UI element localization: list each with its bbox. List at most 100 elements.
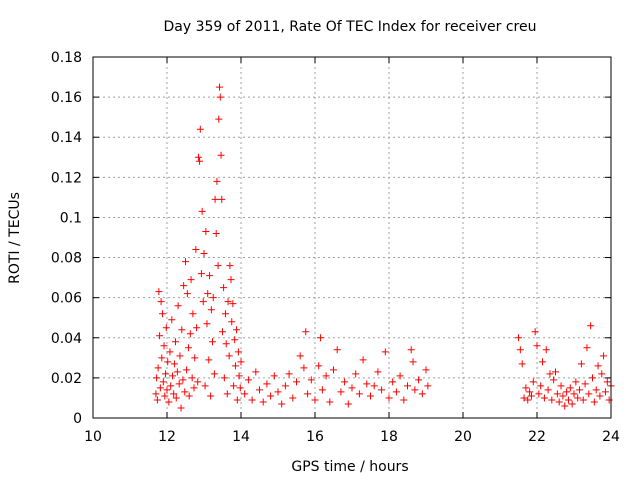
data-point	[182, 258, 189, 266]
data-point	[241, 390, 249, 398]
data-point	[188, 374, 196, 382]
data-point	[568, 400, 576, 408]
data-point	[411, 386, 419, 394]
data-point	[527, 392, 535, 400]
x-tick-label: 16	[306, 429, 324, 445]
data-point	[566, 384, 574, 392]
data-point	[212, 229, 220, 237]
data-point	[204, 290, 212, 298]
data-point	[165, 398, 173, 406]
data-point	[415, 376, 423, 384]
data-point	[315, 362, 323, 370]
data-point	[179, 376, 187, 384]
data-point	[594, 362, 602, 370]
data-point	[363, 380, 371, 388]
data-point	[341, 378, 349, 386]
data-point	[172, 394, 180, 402]
data-point	[318, 386, 326, 394]
data-point	[196, 157, 204, 165]
data-point	[194, 153, 202, 161]
data-point	[307, 376, 315, 384]
data-point	[166, 348, 174, 356]
data-point	[590, 398, 598, 406]
data-point	[579, 396, 587, 404]
data-point	[237, 358, 245, 366]
data-point	[203, 320, 211, 328]
data-point	[197, 270, 205, 278]
data-point	[216, 93, 224, 101]
x-tick-label: 22	[528, 429, 546, 445]
data-point	[190, 384, 198, 392]
data-point	[236, 384, 244, 392]
data-point	[252, 368, 260, 376]
data-point	[587, 322, 595, 330]
x-tick-label: 20	[454, 429, 472, 445]
data-point	[193, 324, 201, 332]
data-point	[581, 380, 589, 388]
data-point	[214, 262, 222, 270]
data-point	[176, 352, 184, 360]
data-point	[322, 372, 330, 380]
data-point	[170, 390, 178, 398]
data-point	[185, 392, 193, 400]
data-point	[367, 392, 374, 400]
data-point	[158, 354, 166, 362]
data-point	[233, 396, 241, 404]
data-point	[552, 368, 559, 376]
data-point	[555, 398, 563, 406]
data-point	[263, 380, 271, 388]
data-point	[157, 298, 165, 306]
data-point	[576, 386, 584, 394]
y-tick-label: 0.16	[51, 90, 82, 106]
data-point	[374, 368, 382, 376]
data-point	[154, 364, 162, 372]
data-point	[396, 372, 404, 380]
data-point	[274, 388, 282, 396]
data-point	[159, 378, 167, 386]
data-point	[348, 384, 356, 392]
data-point	[183, 290, 191, 298]
data-point	[202, 227, 210, 235]
data-point	[550, 376, 558, 384]
data-point	[186, 330, 194, 338]
data-point	[180, 282, 188, 290]
data-point	[600, 352, 608, 360]
data-point	[235, 372, 243, 380]
chart-title: Day 359 of 2011, Rate Of TEC Index for r…	[163, 19, 536, 35]
x-tick-label: 12	[158, 429, 176, 445]
x-axis-label: GPS time / hours	[291, 459, 408, 475]
data-point	[546, 370, 554, 378]
data-point	[256, 386, 263, 394]
data-point	[223, 390, 231, 398]
data-point	[230, 382, 238, 390]
data-point	[392, 388, 400, 396]
y-tick-label: 0.1	[60, 210, 82, 226]
y-axis-label: ROTI / TECUs	[7, 192, 23, 284]
data-point	[404, 382, 411, 390]
data-point	[220, 284, 228, 292]
data-point	[153, 396, 161, 404]
data-point	[330, 366, 337, 374]
data-point	[217, 151, 225, 159]
data-point	[194, 378, 202, 386]
data-point	[520, 394, 528, 402]
data-point	[300, 364, 308, 372]
y-tick-label: 0.18	[51, 50, 82, 66]
data-point	[168, 316, 176, 324]
data-point	[153, 374, 161, 382]
data-point	[293, 378, 300, 386]
data-point	[219, 328, 226, 336]
data-point	[326, 398, 334, 406]
data-point	[311, 396, 319, 404]
y-tick-label: 0	[73, 411, 82, 427]
data-point	[218, 195, 226, 203]
data-point	[244, 376, 252, 384]
data-point	[577, 360, 585, 368]
y-tick-label: 0.14	[51, 130, 82, 146]
data-point	[173, 368, 181, 376]
data-point	[596, 392, 604, 400]
data-point	[296, 352, 304, 360]
data-point	[333, 346, 341, 354]
data-point	[515, 334, 522, 342]
data-point	[598, 370, 606, 378]
